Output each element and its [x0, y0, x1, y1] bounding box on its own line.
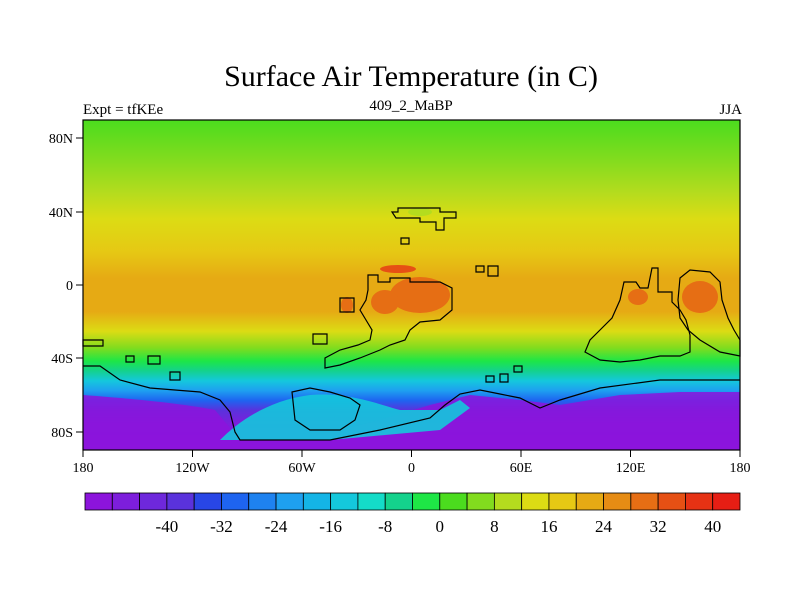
colorbar-swatch	[603, 492, 632, 511]
colorbar-swatch	[221, 492, 250, 511]
colorbar	[84, 492, 741, 511]
y-tick-label: 0	[66, 279, 73, 294]
colorbar-swatch	[248, 492, 277, 511]
colorbar-label: 8	[490, 517, 499, 536]
colorbar-label: -8	[378, 517, 392, 536]
colorbar-label: 32	[650, 517, 667, 536]
land-east-continent	[584, 267, 691, 363]
colorbar-label: -24	[265, 517, 288, 536]
colorbar-label: -40	[156, 517, 179, 536]
colorbar-label: -16	[319, 517, 342, 536]
colorbar-swatch	[275, 492, 304, 511]
colorbar-swatch	[439, 492, 468, 511]
colorbar-swatch	[657, 492, 686, 511]
y-tick-labels: 80N 40N 0 40S 80S	[49, 132, 73, 441]
colorbar-swatch	[575, 492, 604, 511]
colorbar-label: 24	[595, 517, 613, 536]
land-north	[390, 207, 457, 231]
x-tick-label: 120E	[616, 461, 646, 476]
colorbar-label: 40	[704, 517, 721, 536]
colorbar-swatch	[384, 492, 413, 511]
colorbar-swatch	[193, 492, 222, 511]
colorbar-swatch	[630, 492, 659, 511]
land-sw-piece	[312, 333, 328, 345]
colorbar-swatch	[548, 492, 577, 511]
land-west-edge	[82, 339, 181, 381]
x-tick-label: 0	[408, 461, 415, 476]
land-small-south	[485, 365, 523, 383]
y-tick-label: 40N	[49, 206, 73, 221]
antarctic-interior	[220, 394, 470, 440]
colorbar-label: -32	[210, 517, 233, 536]
warm-anomalies	[341, 208, 718, 314]
y-tick-label: 80N	[49, 132, 73, 147]
colorbar-swatch	[493, 492, 523, 511]
colorbar-swatch	[302, 492, 332, 511]
y-tick-label: 80S	[51, 426, 73, 441]
x-tick-label: 180	[73, 461, 94, 476]
colorbar-swatch	[139, 492, 168, 511]
colorbar-swatch	[712, 492, 741, 511]
colorbar-labels: -40 -32 -24 -16 -8 0 8 16 24 32 40	[156, 517, 722, 536]
land-small-east	[475, 265, 499, 277]
colorbar-swatch	[357, 492, 386, 511]
x-tick-label: 120W	[175, 461, 210, 476]
colorbar-swatch	[166, 492, 195, 511]
season-label: JJA	[719, 102, 742, 118]
x-tick-label: 180	[730, 461, 751, 476]
land-antarctic-hole	[291, 387, 361, 431]
time-period-label: 409_2_MaBP	[369, 98, 453, 114]
colorbar-label: 16	[540, 517, 557, 536]
axis-ticks	[76, 137, 741, 457]
x-tick-label: 60W	[288, 461, 316, 476]
colorbar-label: 0	[436, 517, 445, 536]
x-tick-labels: 180 120W 60W 0 60E 120E 180	[73, 461, 751, 476]
experiment-label: Expt = tfKEe	[83, 102, 164, 118]
colorbar-swatch	[412, 492, 441, 511]
plot-title: Surface Air Temperature (in C)	[224, 60, 598, 93]
colorbar-swatch	[685, 492, 714, 511]
colorbar-swatch	[466, 492, 495, 511]
colorbar-swatch	[521, 492, 550, 511]
colorbar-swatch	[84, 492, 113, 511]
land-antarctic	[83, 365, 740, 441]
land-west-islet	[339, 297, 355, 313]
land-central-continent	[324, 274, 453, 369]
y-tick-label: 40S	[51, 352, 73, 367]
colorbar-swatch	[111, 492, 140, 511]
land-islet	[400, 237, 410, 245]
x-tick-label: 60E	[510, 461, 533, 476]
colorbar-swatch	[330, 492, 359, 511]
